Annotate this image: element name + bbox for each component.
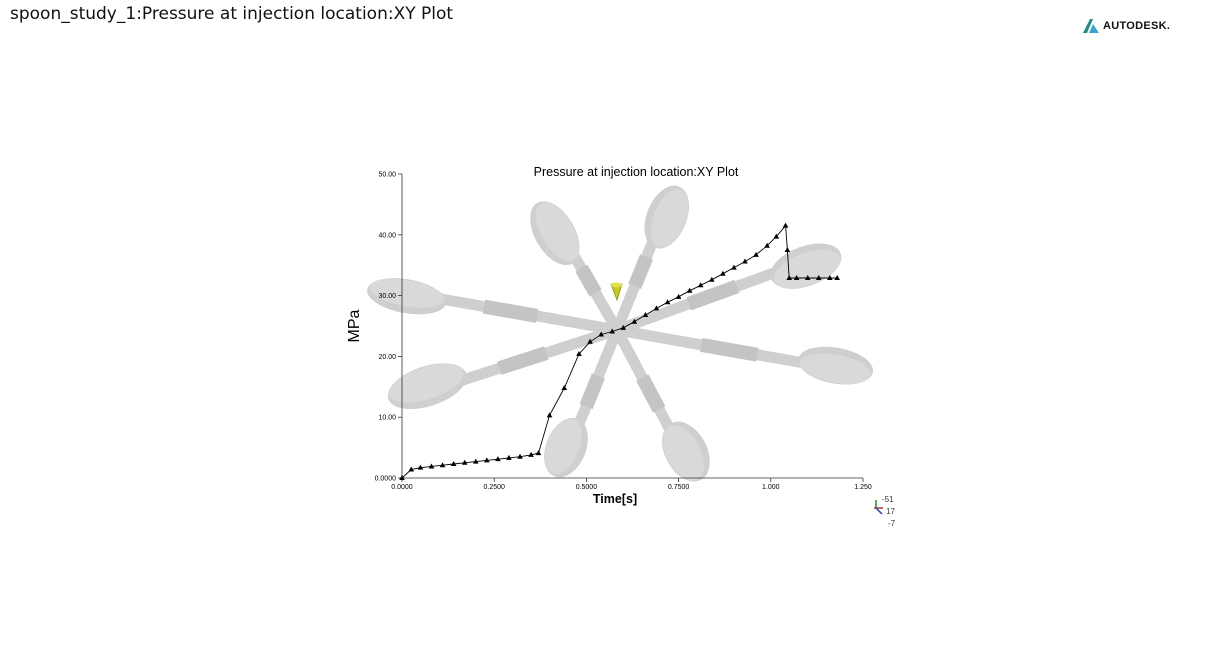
data-point bbox=[686, 287, 693, 293]
data-point bbox=[535, 450, 542, 456]
spoon-cavity bbox=[616, 324, 874, 385]
data-point bbox=[782, 222, 789, 228]
y-axis-label: MPa bbox=[346, 309, 363, 342]
data-point bbox=[399, 475, 405, 480]
data-point bbox=[793, 274, 800, 280]
data-point bbox=[506, 454, 512, 460]
x-tick-label: 1.000 bbox=[762, 484, 780, 491]
spoon-cavity bbox=[367, 278, 618, 336]
data-point bbox=[417, 464, 424, 470]
x-axis-label: Time[s] bbox=[593, 492, 637, 506]
autodesk-logo-icon bbox=[1083, 19, 1099, 33]
data-point bbox=[664, 299, 671, 305]
chart-title: Pressure at injection location:XY Plot bbox=[534, 165, 739, 179]
data-point bbox=[428, 463, 435, 469]
x-tick-label: 0.0000 bbox=[391, 484, 413, 491]
data-point bbox=[631, 318, 638, 324]
y-tick-label: 20.00 bbox=[378, 354, 396, 361]
triad-label-2: 17 bbox=[886, 507, 895, 516]
spoon-cavity bbox=[530, 201, 622, 333]
data-point bbox=[517, 453, 523, 459]
y-tick-label: 30.00 bbox=[378, 293, 396, 300]
data-point bbox=[708, 276, 715, 282]
data-point bbox=[731, 264, 737, 270]
data-point bbox=[587, 338, 593, 344]
data-point bbox=[561, 385, 568, 391]
data-point bbox=[484, 457, 490, 463]
data-point bbox=[784, 247, 791, 252]
y-tick-label: 10.00 bbox=[378, 415, 396, 422]
data-point bbox=[620, 324, 627, 330]
triad-label-3: -7 bbox=[888, 519, 896, 528]
data-point bbox=[720, 270, 726, 276]
data-point bbox=[742, 258, 748, 264]
x-tick-label: 0.5000 bbox=[576, 484, 598, 491]
spoon-cavity bbox=[611, 185, 690, 333]
data-point bbox=[827, 274, 833, 280]
data-point bbox=[786, 274, 793, 280]
data-point bbox=[764, 242, 770, 248]
data-point bbox=[408, 466, 415, 472]
data-point bbox=[834, 274, 840, 280]
pressure-series bbox=[399, 222, 840, 480]
data-point bbox=[642, 312, 649, 318]
x-tick-label: 0.7500 bbox=[668, 484, 690, 491]
spoon-cavity bbox=[612, 327, 710, 482]
spoon-cavity bbox=[387, 324, 619, 410]
brand-logo: AUTODESK. bbox=[1083, 19, 1170, 33]
data-point bbox=[609, 328, 616, 334]
data-point bbox=[753, 251, 759, 257]
injection-cone-icon bbox=[610, 282, 623, 302]
x-tick-label: 0.2500 bbox=[483, 484, 505, 491]
x-tick-label: 1.250 bbox=[854, 484, 872, 491]
brand-name: AUTODESK. bbox=[1103, 20, 1171, 32]
spoon-model-view bbox=[367, 185, 874, 482]
data-point bbox=[804, 274, 811, 280]
data-point bbox=[461, 459, 468, 465]
data-point bbox=[675, 293, 682, 299]
triad-label-1: -51 bbox=[882, 495, 894, 504]
data-point bbox=[576, 350, 582, 356]
page-title: spoon_study_1:Pressure at injection loca… bbox=[10, 4, 454, 24]
data-point bbox=[546, 412, 553, 418]
data-point bbox=[450, 461, 457, 467]
data-point bbox=[773, 233, 780, 239]
spoon-cavity bbox=[544, 327, 623, 478]
plot-axes: 0.0000 10.00 20.00 30.00 40.00 50.00 0.0000 0.2… bbox=[375, 172, 872, 492]
data-point bbox=[495, 456, 501, 462]
y-tick-label: 40.00 bbox=[378, 232, 396, 239]
data-point bbox=[472, 458, 479, 464]
data-point bbox=[697, 282, 704, 288]
axis-triad-icon bbox=[874, 500, 883, 515]
data-point bbox=[653, 305, 660, 311]
data-point bbox=[598, 331, 604, 337]
y-tick-label: 0.0000 bbox=[375, 476, 397, 483]
data-point bbox=[528, 451, 534, 457]
data-point bbox=[439, 462, 446, 468]
data-point bbox=[815, 274, 822, 280]
y-tick-label: 50.00 bbox=[378, 172, 396, 179]
